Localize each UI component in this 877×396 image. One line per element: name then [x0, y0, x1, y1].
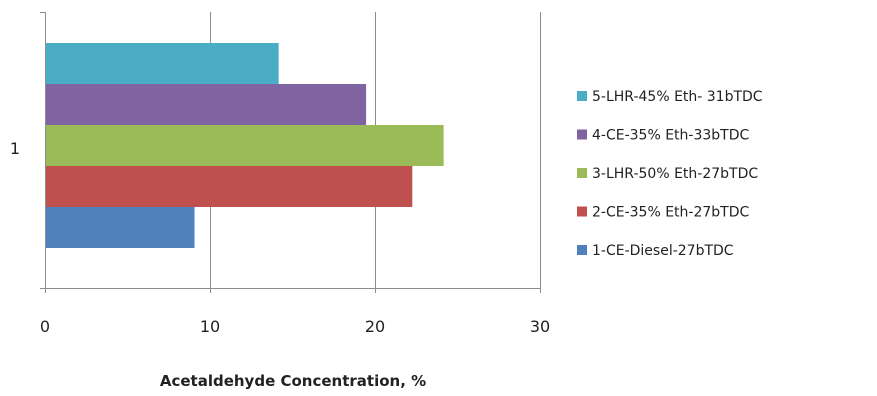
legend-label-4: 4-CE-35% Eth-33bTDC: [592, 128, 749, 144]
bar-series-5: [46, 43, 279, 84]
legend-swatch-4: [577, 129, 587, 140]
legend-label-5: 5-LHR-45% Eth- 31bTDC: [592, 89, 763, 105]
legend-swatch-3: [577, 168, 587, 178]
legend-label-2: 2-CE-35% Eth-27bTDC: [592, 205, 749, 221]
bar-series-1: [46, 207, 195, 248]
legend-swatch-2: [577, 206, 587, 217]
legend-swatch-1: [577, 245, 587, 255]
bar-series-3: [46, 125, 444, 166]
tick-labels: 0 10 20 30 1: [10, 139, 550, 336]
axes: [40, 12, 541, 293]
legend-label-3: 3-LHR-50% Eth-27bTDC: [592, 166, 758, 182]
bars: [46, 43, 444, 248]
legend: 5-LHR-45% Eth- 31bTDC 4-CE-35% Eth-33bTDC…: [577, 89, 763, 259]
y-category-label: 1: [10, 139, 20, 158]
x-axis-title: Acetaldehyde Concentration, %: [160, 372, 426, 390]
x-tick-label-10: 10: [200, 317, 220, 336]
legend-swatch-5: [577, 91, 587, 101]
x-tick-label-30: 30: [530, 317, 550, 336]
x-tick-label-20: 20: [365, 317, 385, 336]
x-tick-label-0: 0: [40, 317, 50, 336]
bar-series-2: [46, 166, 413, 207]
bar-series-4: [46, 84, 367, 125]
legend-label-1: 1-CE-Diesel-27bTDC: [592, 243, 734, 259]
